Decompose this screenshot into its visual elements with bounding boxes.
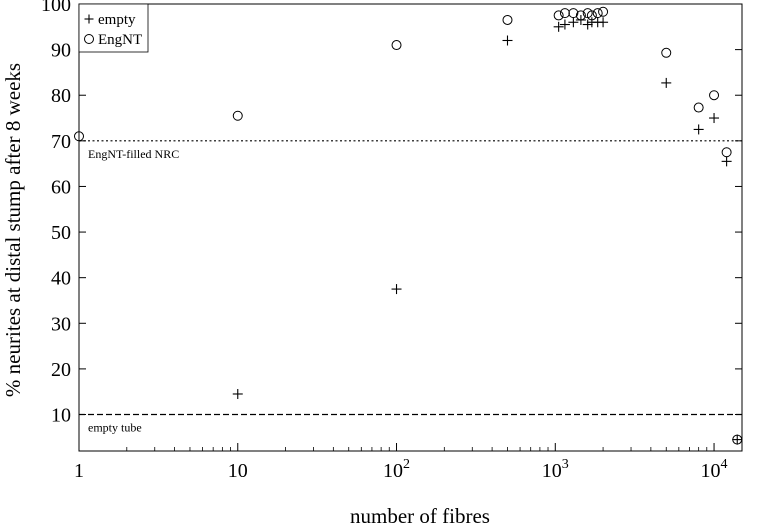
x-tick-label: 102 — [383, 457, 410, 482]
data-point-circle — [598, 6, 609, 17]
data-point-plus — [559, 19, 570, 30]
data-point-circle — [732, 434, 743, 445]
reference-lines: EngNT-filled NRC empty tube — [79, 140, 742, 435]
data-point-circle — [661, 47, 672, 58]
x-axis-label: number of fibres — [350, 504, 490, 528]
y-ticks — [79, 3, 742, 416]
y-tick-label: 60 — [51, 176, 71, 198]
data-point-circle — [553, 10, 564, 21]
data-point-circle — [592, 8, 603, 19]
data-point-plus — [693, 124, 704, 135]
data-point-plus — [232, 388, 243, 399]
x-tick-label: 103 — [542, 457, 569, 482]
data-markers — [74, 6, 743, 445]
data-point-circle — [568, 8, 579, 19]
y-tick-label: 10 — [51, 405, 71, 427]
legend-label: empty — [98, 12, 136, 28]
data-point-circle — [575, 10, 586, 21]
y-tick-label: 20 — [51, 359, 71, 381]
legend-marker-circle — [84, 34, 94, 44]
data-point-circle — [559, 8, 570, 19]
x-minor-ticks — [126, 447, 708, 451]
y-tick-label: 80 — [51, 85, 71, 107]
data-point-plus — [598, 17, 609, 28]
legend-box — [78, 3, 149, 53]
data-point-plus — [568, 17, 579, 28]
legend-marker-plus — [84, 14, 94, 24]
data-point-plus — [553, 21, 564, 32]
data-point-circle — [232, 110, 243, 121]
reference-line-label: EngNT-filled NRC — [88, 147, 179, 161]
y-tick-label: 40 — [51, 268, 71, 290]
data-point-circle — [74, 131, 84, 142]
legend-label: EngNT — [98, 32, 142, 48]
data-point-plus — [502, 35, 513, 46]
data-point-circle — [502, 14, 513, 25]
data-point-circle — [721, 147, 732, 158]
y-tick-label: 30 — [51, 313, 71, 335]
axes-frame — [78, 3, 743, 452]
x-tick-label: 104 — [701, 457, 728, 482]
data-point-plus — [732, 434, 743, 445]
data-point-plus — [661, 77, 672, 88]
data-point-plus — [721, 156, 732, 167]
data-point-circle — [693, 102, 704, 113]
legend: empty EngNT — [78, 3, 149, 53]
data-point-plus — [582, 19, 593, 30]
y-tick-label: 70 — [51, 131, 71, 153]
x-tick-labels: 1 10 102 103 104 — [74, 457, 728, 482]
data-point-circle — [709, 90, 720, 101]
x-major-ticks — [78, 443, 715, 451]
data-point-circle — [391, 40, 402, 51]
plot-area: EngNT-filled NRC empty tube — [74, 3, 743, 452]
data-point-plus — [709, 113, 720, 124]
x-tick-label: 10 — [228, 460, 248, 482]
y-tick-labels: 10 20 30 40 50 60 70 80 90 100 — [41, 0, 71, 427]
y-tick-label: 50 — [51, 222, 71, 244]
y-tick-label: 90 — [51, 40, 71, 62]
data-point-plus — [391, 284, 402, 295]
x-tick-label: 1 — [74, 460, 84, 482]
y-tick-label: 100 — [41, 0, 71, 16]
y-axis-label: % neurites at distal stump after 8 weeks — [1, 63, 25, 397]
reference-line-label: empty tube — [88, 421, 142, 435]
data-point-circle — [586, 10, 597, 21]
